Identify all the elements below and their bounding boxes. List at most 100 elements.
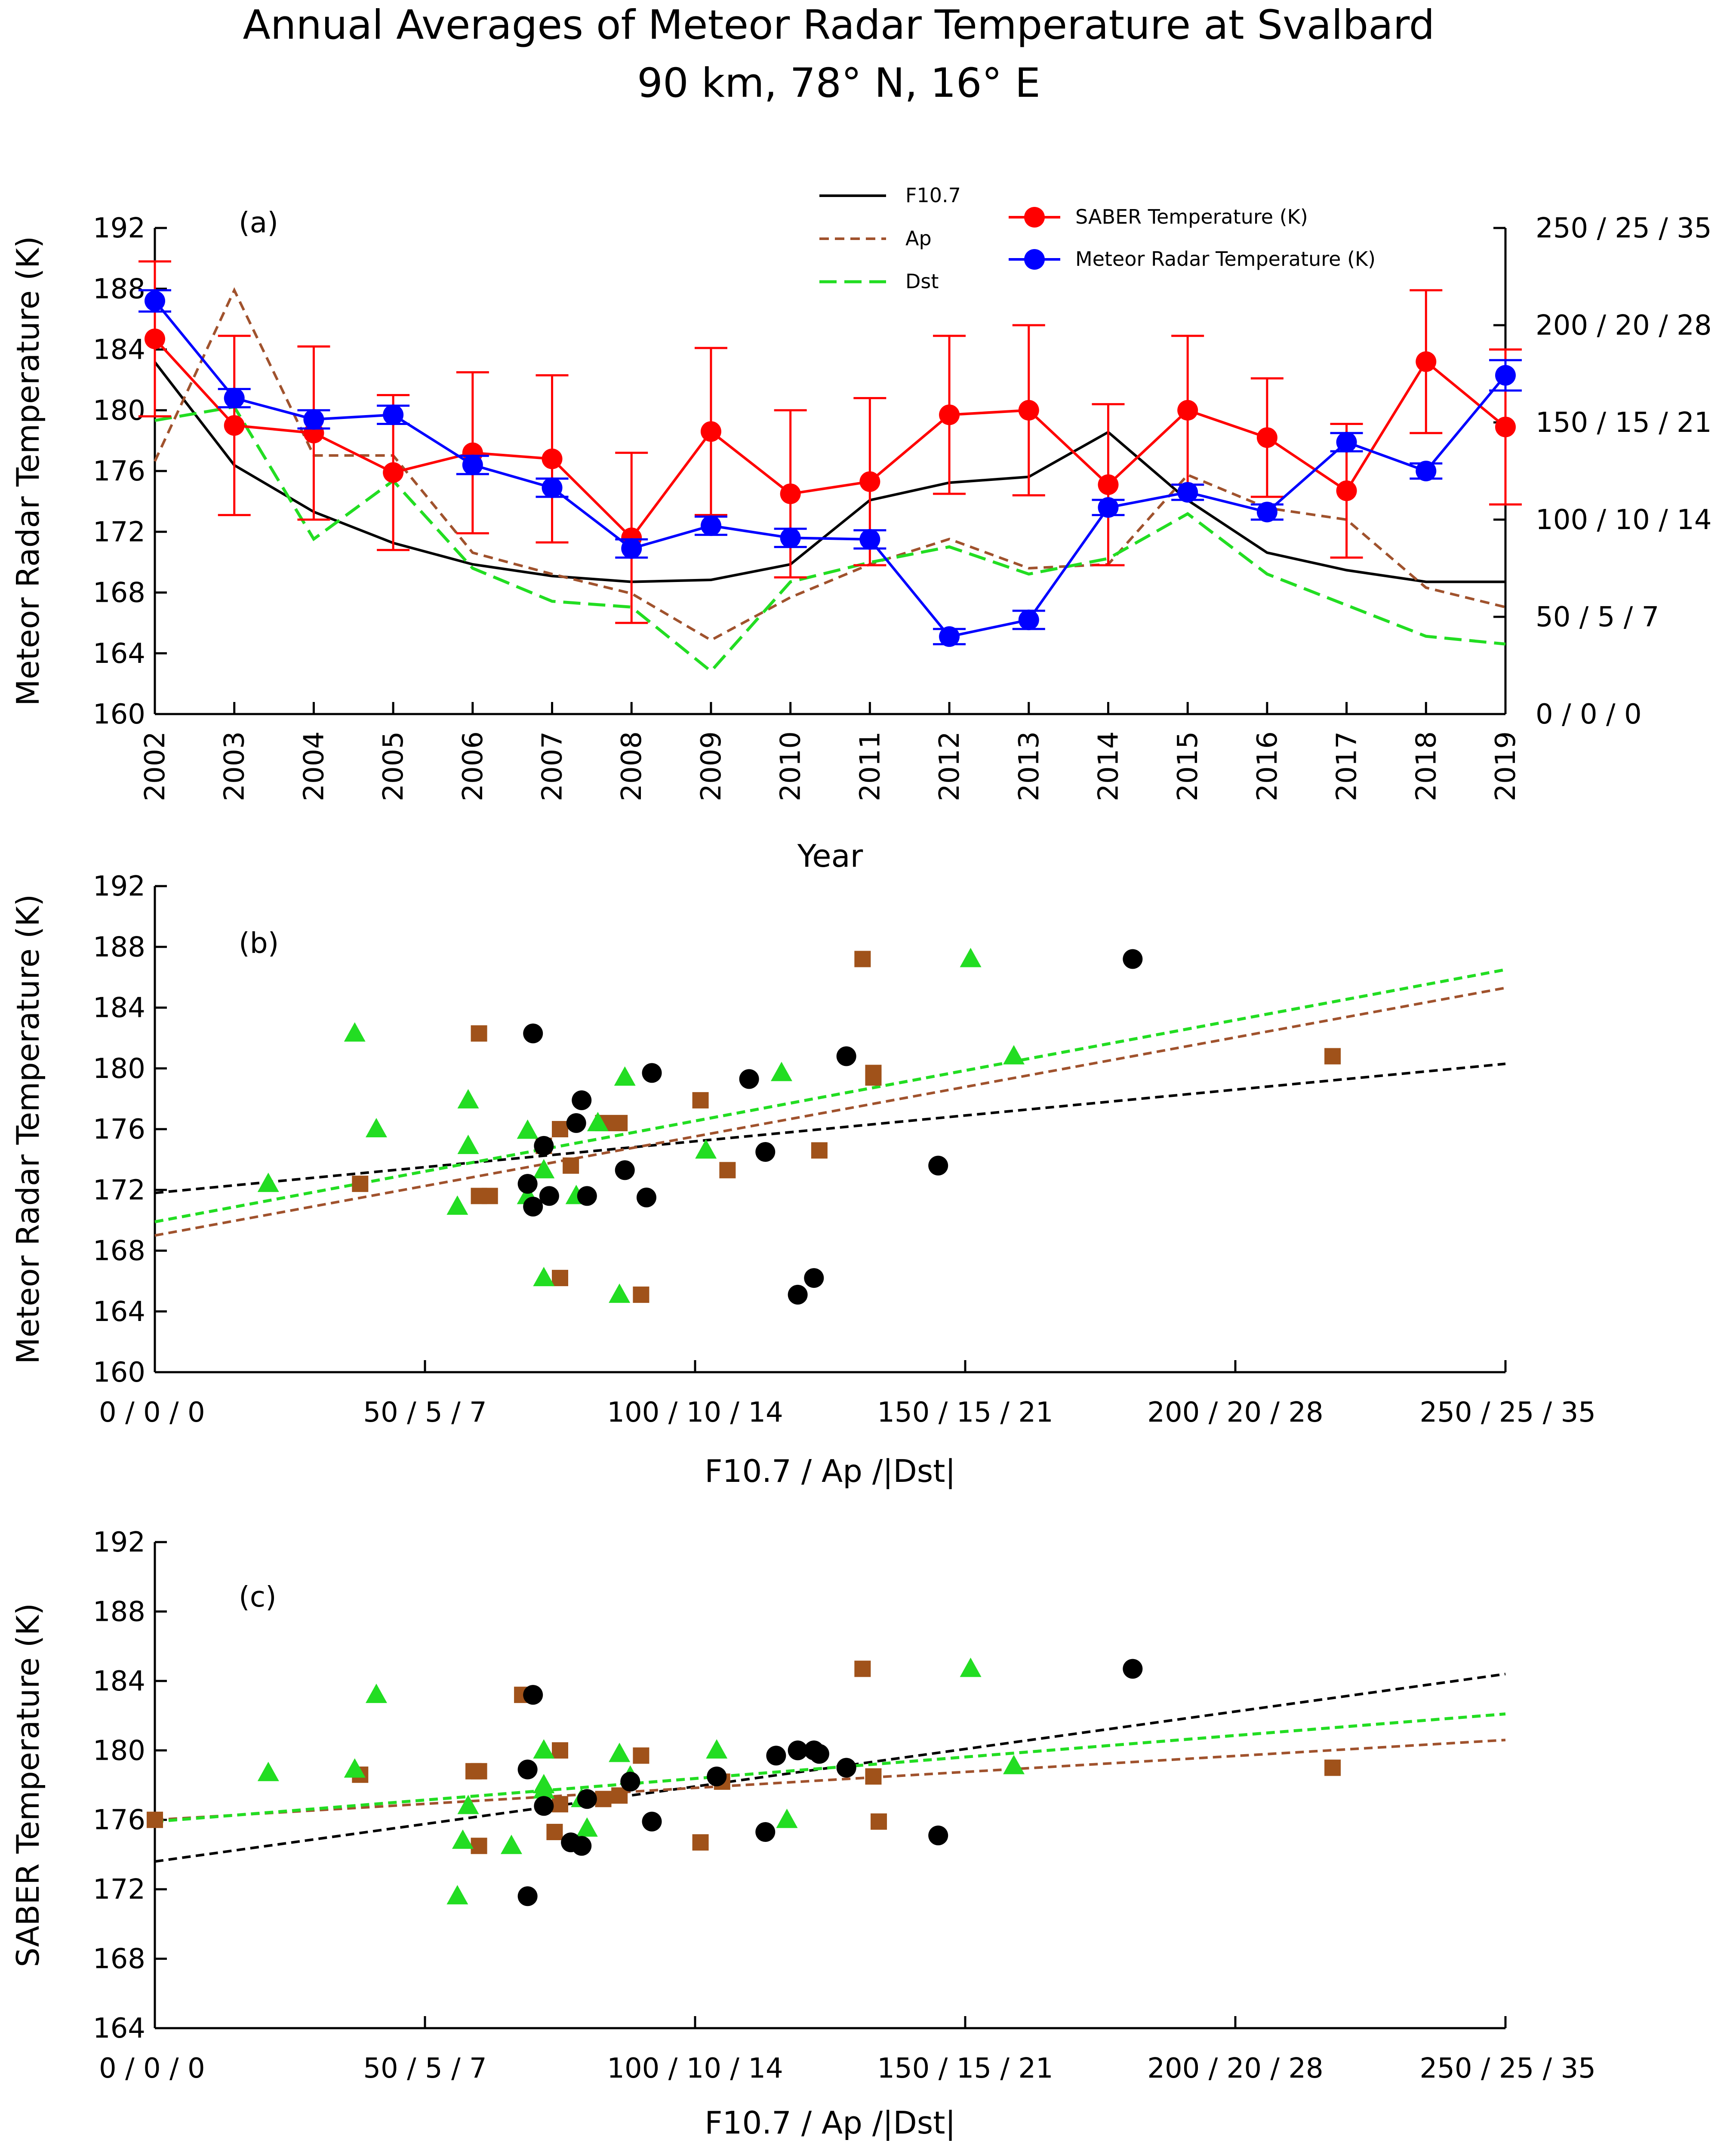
panel-c-ap-point bbox=[147, 1811, 163, 1828]
panel-c-xtick-label: 150 / 15 / 21 bbox=[877, 2053, 1053, 2084]
panel-c-f107-point bbox=[766, 1746, 786, 1766]
panel-a-xtick-label: 2011 bbox=[854, 731, 886, 801]
panel-b-dst-point bbox=[695, 1139, 717, 1159]
figure-title-line2: 90 km, 78° N, 16° E bbox=[637, 60, 1040, 107]
panel-a-xtick-label: 2002 bbox=[139, 731, 171, 801]
panel-c-ap-point bbox=[871, 1813, 887, 1830]
panel-b-dst-point bbox=[770, 1062, 792, 1081]
panel-a-xtick-label: 2009 bbox=[696, 731, 727, 801]
panel-a-meteor-point bbox=[1495, 365, 1516, 386]
panel-a-left-ticks: 160 164 168 172 176 180 184 188 192 bbox=[93, 212, 167, 730]
panel-c-ap-point bbox=[552, 1796, 568, 1813]
panel-a-xtick-label: 2018 bbox=[1410, 731, 1442, 801]
panel-b-ap-point bbox=[692, 1092, 709, 1108]
panel-b-xtick-label: 0 / 0 / 0 bbox=[99, 1397, 205, 1429]
panel-b-ap-point bbox=[552, 1270, 568, 1287]
panel-a-ylabel: Meteor Radar Temperature (K) bbox=[10, 236, 46, 706]
panel-c-f107-point bbox=[1123, 1659, 1143, 1679]
panel-b-f107-point bbox=[636, 1187, 656, 1207]
panel-c-ap-point bbox=[633, 1747, 649, 1764]
legend-dst-label: Dst bbox=[905, 270, 939, 293]
panel-c-dst-point bbox=[609, 1743, 631, 1762]
panel-b-ap-point bbox=[471, 1025, 487, 1042]
panel-a-saber-point bbox=[224, 415, 245, 436]
panel-c-ytick-label: 164 bbox=[93, 2013, 145, 2044]
panel-a-ytick-label: 160 bbox=[93, 699, 145, 730]
panel-a: 160 164 168 172 176 180 184 188 192 0 / 0 / 0 50 … bbox=[10, 184, 1712, 874]
panel-b-dst-point bbox=[457, 1089, 479, 1108]
panel-c-f107-point bbox=[809, 1744, 829, 1764]
panel-c-ylabel: SABER Temperature (K) bbox=[10, 1603, 46, 1967]
panel-c-f107-point bbox=[517, 1886, 538, 1906]
panel-a-legend: F10.7 Ap Dst SABER Temperature (K) Meteo… bbox=[819, 184, 1376, 293]
panel-b-dst-point bbox=[614, 1066, 636, 1086]
legend-ap-label: Ap bbox=[905, 227, 932, 250]
panel-a-meteor-point bbox=[303, 409, 324, 430]
panel-a-saber-point bbox=[859, 471, 880, 492]
panel-a-ap-line bbox=[154, 287, 1506, 642]
legend-f107-label: F10.7 bbox=[905, 184, 961, 207]
panel-a-meteor-point bbox=[1416, 461, 1437, 481]
panel-a-meteor-point bbox=[383, 404, 404, 425]
panel-c-xtick-label: 250 / 25 / 35 bbox=[1419, 2053, 1596, 2084]
panel-b-f107-point bbox=[523, 1023, 543, 1044]
panel-a-meteor-point bbox=[1336, 431, 1357, 453]
panel-c-fit-lines bbox=[154, 1672, 1506, 1863]
panel-a-xtick-label: 2012 bbox=[934, 731, 966, 801]
panel-b-xtick-label: 50 / 5 / 7 bbox=[363, 1397, 486, 1429]
panel-b: 160 164 168 172 176 180 184 188 192 0 / 0 / 0 50 … bbox=[10, 871, 1596, 1490]
panel-a-xtick-label: 2013 bbox=[1013, 731, 1045, 801]
panel-c-dst-point bbox=[457, 1795, 479, 1814]
panel-a-ytick-label: 164 bbox=[93, 638, 145, 670]
panel-c-ap-point bbox=[692, 1834, 709, 1851]
panel-a-ytick-label: 168 bbox=[93, 577, 145, 609]
panel-a-meteor-line bbox=[154, 300, 1507, 638]
panel-b-f107-point bbox=[1123, 949, 1143, 969]
panel-a-xlabel: Year bbox=[797, 838, 863, 874]
panel-a-rtick-label: 100 / 10 / 14 bbox=[1536, 504, 1712, 536]
panel-b-ytick-label: 172 bbox=[93, 1174, 145, 1206]
legend-meteor-marker bbox=[1024, 249, 1045, 270]
panel-b-xtick-label: 250 / 25 / 35 bbox=[1419, 1397, 1596, 1429]
panel-a-meteor-point bbox=[145, 290, 165, 311]
panel-c-x-ticks: 0 / 0 / 0 50 / 5 / 7 100 / 10 / 14 150 / 15… bbox=[99, 2016, 1596, 2084]
panel-c-dst-fit-line bbox=[154, 1712, 1506, 1823]
panel-c-points bbox=[147, 1657, 1341, 1906]
panel-b-ap-point bbox=[633, 1286, 649, 1303]
panel-c-ap-point bbox=[552, 1742, 568, 1759]
panel-b-f107-fit-line bbox=[154, 1062, 1506, 1195]
panel-b-dst-point bbox=[446, 1195, 468, 1215]
panel-a-meteor-point bbox=[1018, 610, 1039, 631]
panel-c-f107-point bbox=[534, 1796, 554, 1816]
panel-a-ytick-label: 176 bbox=[93, 456, 145, 487]
panel-c-ytick-label: 172 bbox=[93, 1874, 145, 1906]
panel-b-ap-point bbox=[611, 1115, 628, 1131]
panel-b-f107-point bbox=[928, 1155, 948, 1176]
panel-b-ap-fit-line bbox=[154, 986, 1506, 1237]
panel-b-dst-point bbox=[533, 1159, 555, 1179]
panel-a-index-lines bbox=[154, 287, 1506, 674]
panel-a-meteor-point bbox=[780, 527, 801, 548]
panel-a-ytick-label: 192 bbox=[93, 212, 145, 244]
panel-c-dst-point bbox=[257, 1761, 279, 1781]
panel-a-right-ticks: 0 / 0 / 0 50 / 5 / 7 100 / 10 / 14 150 / 15… bbox=[1493, 212, 1712, 730]
panel-c-ytick-label: 192 bbox=[93, 1527, 145, 1558]
panel-c-dst-point bbox=[960, 1657, 982, 1677]
figure-title-line1: Annual Averages of Meteor Radar Temperat… bbox=[243, 2, 1435, 49]
panel-a-xtick-label: 2015 bbox=[1172, 731, 1204, 801]
panel-b-x-ticks: 0 / 0 / 0 50 / 5 / 7 100 / 10 / 14 150 / 15… bbox=[99, 1360, 1596, 1429]
panel-b-y-ticks: 160 164 168 172 176 180 184 188 192 bbox=[93, 871, 167, 1389]
panel-b-ap-point bbox=[811, 1142, 828, 1159]
panel-b-label: (b) bbox=[239, 927, 279, 960]
panel-c-ap-point bbox=[1324, 1759, 1341, 1776]
panel-a-saber-point bbox=[542, 448, 563, 469]
panel-b-dst-point bbox=[257, 1173, 279, 1192]
panel-b-ytick-label: 168 bbox=[93, 1235, 145, 1267]
panel-c-ap-point bbox=[471, 1763, 487, 1780]
panel-b-dst-point bbox=[517, 1119, 539, 1139]
panel-c-ap-fit-line bbox=[154, 1739, 1506, 1821]
panel-b-f107-point bbox=[534, 1136, 554, 1156]
panel-b-dst-point bbox=[457, 1134, 479, 1154]
panel-a-meteor-point bbox=[859, 529, 880, 550]
